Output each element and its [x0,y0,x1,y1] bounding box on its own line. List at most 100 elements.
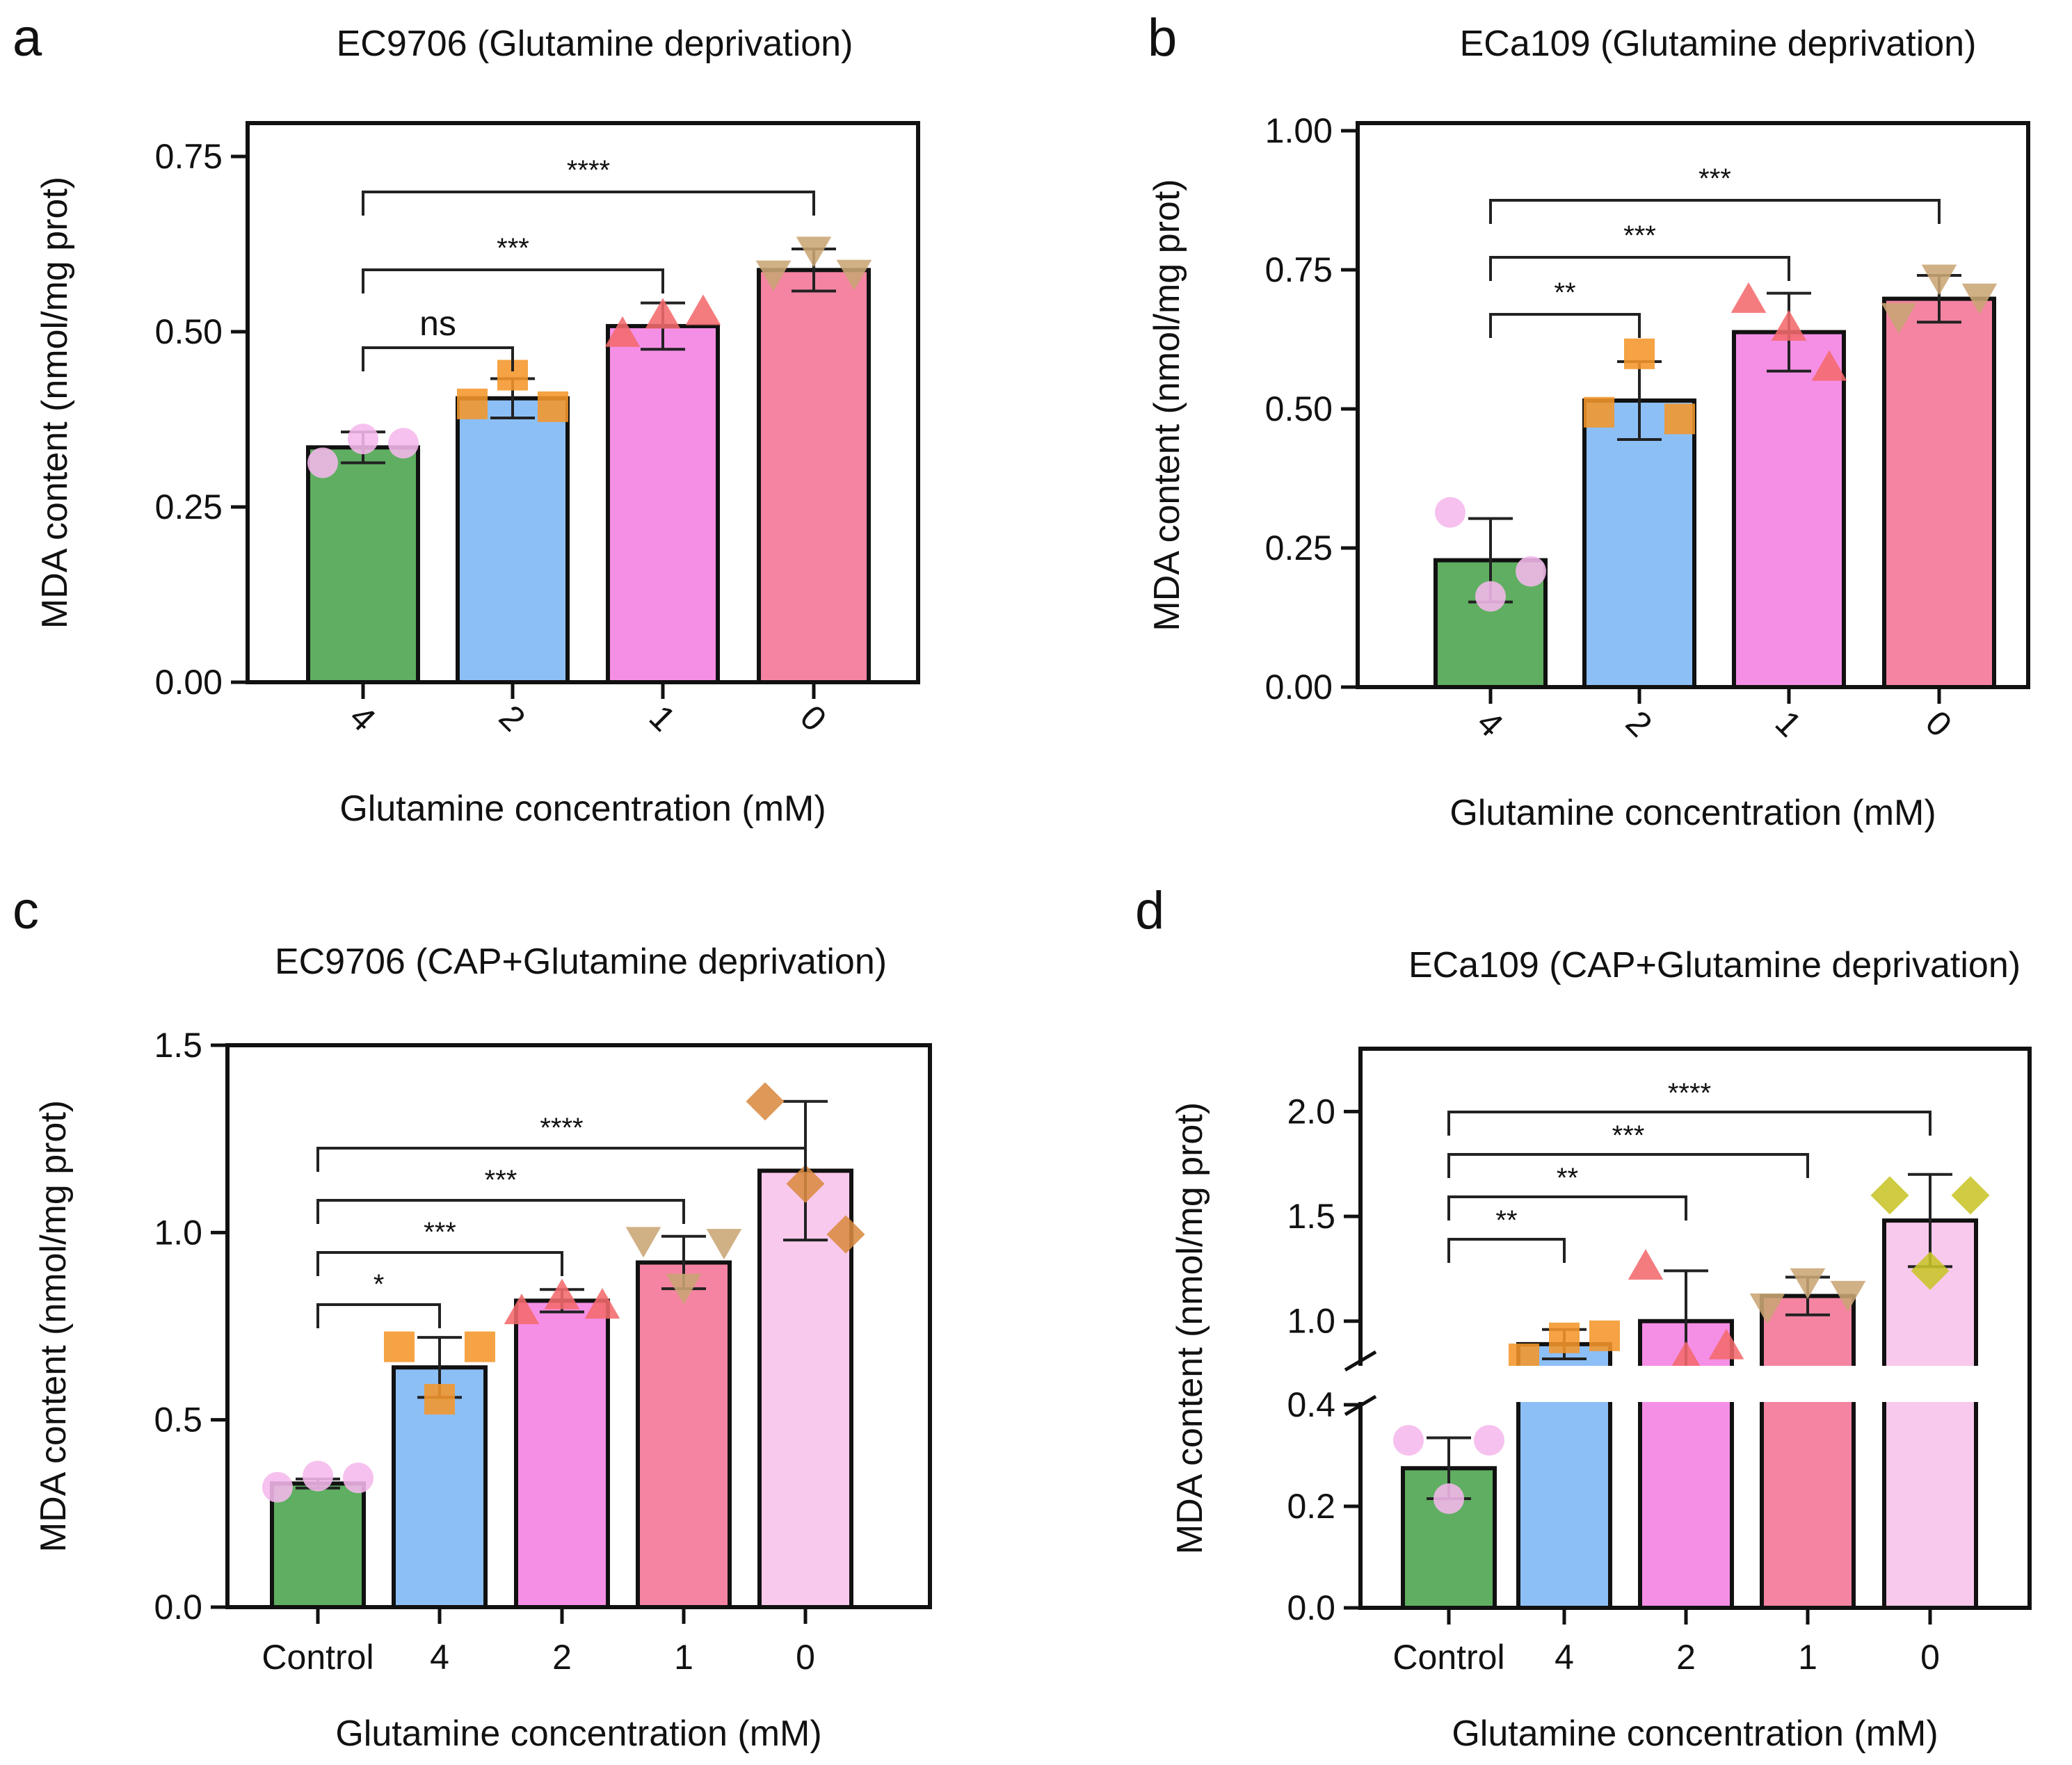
x-tick-label: 0 [793,698,834,739]
significance-bracket [1447,1238,1566,1263]
data-point-0 [1911,1251,1950,1290]
data-point-2 [538,391,568,422]
x-axis-label: Glutamine concentration (mM) [339,789,826,829]
y-axis-label: MDA content (nmol/mg prot) [33,1100,74,1552]
significance-label: **** [540,1113,583,1143]
x-tick-label: 4 [342,698,383,739]
y-tick-label: 0.25 [155,487,223,526]
x-tick-label: 4 [1555,1638,1574,1677]
bar-2 [1582,398,1696,689]
significance-label: *** [1698,163,1731,194]
data-point-4 [465,1331,495,1362]
x-tick-label: 1 [1798,1638,1817,1677]
panel-letter: d [1135,881,1164,940]
data-point-0 [746,1082,785,1121]
significance-bracket [362,268,664,293]
significance-label: ** [1495,1205,1517,1236]
panel-b: b ECa109 (Glutamine deprivation) Glutamine… [1147,8,2030,833]
chart-title: EC9706 (Glutamine deprivation) [337,24,853,64]
data-point-2 [504,1293,540,1325]
x-tick-label: Control [1392,1638,1504,1677]
data-point-Control [343,1462,374,1494]
x-axis-label: Glutamine concentration (mM) [335,1714,821,1754]
y-tick-label: 0.50 [1265,389,1333,428]
significance-bracket [1447,1111,1932,1136]
y-tick-label: 1.0 [154,1213,202,1252]
significance-label: ** [1554,277,1575,308]
y-tick-label: 0.25 [1265,529,1333,567]
x-tick-label: 4 [1470,703,1511,744]
x-tick-label: 2 [552,1638,572,1677]
data-point-1 [706,1229,742,1260]
bar-1 [606,323,720,685]
x-tick-label: Control [262,1638,374,1677]
data-point-1 [604,316,641,347]
bar-2 [514,1298,610,1610]
x-tick-label: 2 [1676,1638,1696,1677]
x-tick-label: 1 [1768,703,1809,744]
y-axis-label: MDA content (nmol/mg prot) [1170,1102,1210,1554]
y-tick-label: 0.0 [1287,1588,1335,1627]
significance-bracket [362,191,815,216]
x-axis-label: Glutamine concentration (mM) [1449,793,1936,833]
significance-label: *** [1623,220,1656,251]
y-tick-label: 0.5 [154,1401,202,1440]
y-tick-label: 1.00 [1265,111,1333,150]
data-point-2 [1708,1328,1744,1360]
data-point-0 [1870,1176,1909,1215]
data-point-4 [348,424,378,455]
data-point-2 [457,388,488,419]
bar-Control [270,1481,366,1609]
y-tick-label: 0.00 [1265,668,1333,707]
data-point-0 [786,1164,825,1203]
data-point-Control [1393,1425,1424,1456]
data-point-0 [826,1215,865,1254]
bar-0 [757,268,871,684]
bar-1 [636,1260,732,1609]
significance-label: * [374,1269,385,1300]
significance-bracket [1489,256,1790,281]
data-point-Control [1433,1483,1464,1515]
panel-a: a EC9706 (Glutamine deprivation) Glutamine… [13,8,920,829]
significance-label: **** [567,155,610,186]
data-point-2 [1584,396,1614,428]
plot-frame [225,1043,932,1609]
data-point-2 [1664,403,1695,435]
significance-label: **** [1668,1078,1711,1109]
significance-bracket [316,1303,441,1328]
significance-bracket [1489,313,1641,338]
y-tick-label: 0.0 [154,1588,202,1627]
x-tick-label: 2 [492,698,533,739]
data-point-0 [1961,283,1998,314]
data-point-1 [625,1227,661,1258]
data-point-0 [1921,264,1957,296]
y-tick-label: 1.0 [1287,1302,1335,1341]
data-point-0 [1951,1176,1990,1215]
data-point-1 [685,294,721,325]
significance-label: ns [419,304,456,343]
x-tick-label: 2 [1619,703,1660,744]
significance-label: *** [424,1217,456,1248]
y-tick-label: 1.5 [1287,1197,1335,1236]
data-point-4 [1589,1320,1620,1351]
y-tick-label: 1.5 [154,1026,202,1065]
significance-bracket [316,1147,807,1172]
y-tick-label: 0.00 [155,663,223,702]
x-tick-label: 1 [674,1638,693,1677]
x-tick-label: 1 [642,698,683,739]
data-point-0 [1881,303,1917,334]
data-point-2 [1624,338,1655,369]
x-tick-label: 4 [430,1638,449,1677]
significance-bracket [1447,1195,1687,1220]
data-point-1 [1771,309,1807,341]
data-point-4 [388,428,419,459]
significance-label: *** [485,1165,517,1195]
x-tick-label: 0 [1918,703,1959,744]
data-point-2 [584,1288,620,1319]
data-point-2 [1628,1249,1664,1280]
data-point-4 [384,1331,415,1362]
data-point-1 [1811,350,1847,381]
data-point-Control [1474,1425,1504,1456]
chart-title: ECa109 (Glutamine deprivation) [1460,24,1977,64]
bar-1 [1732,330,1846,689]
